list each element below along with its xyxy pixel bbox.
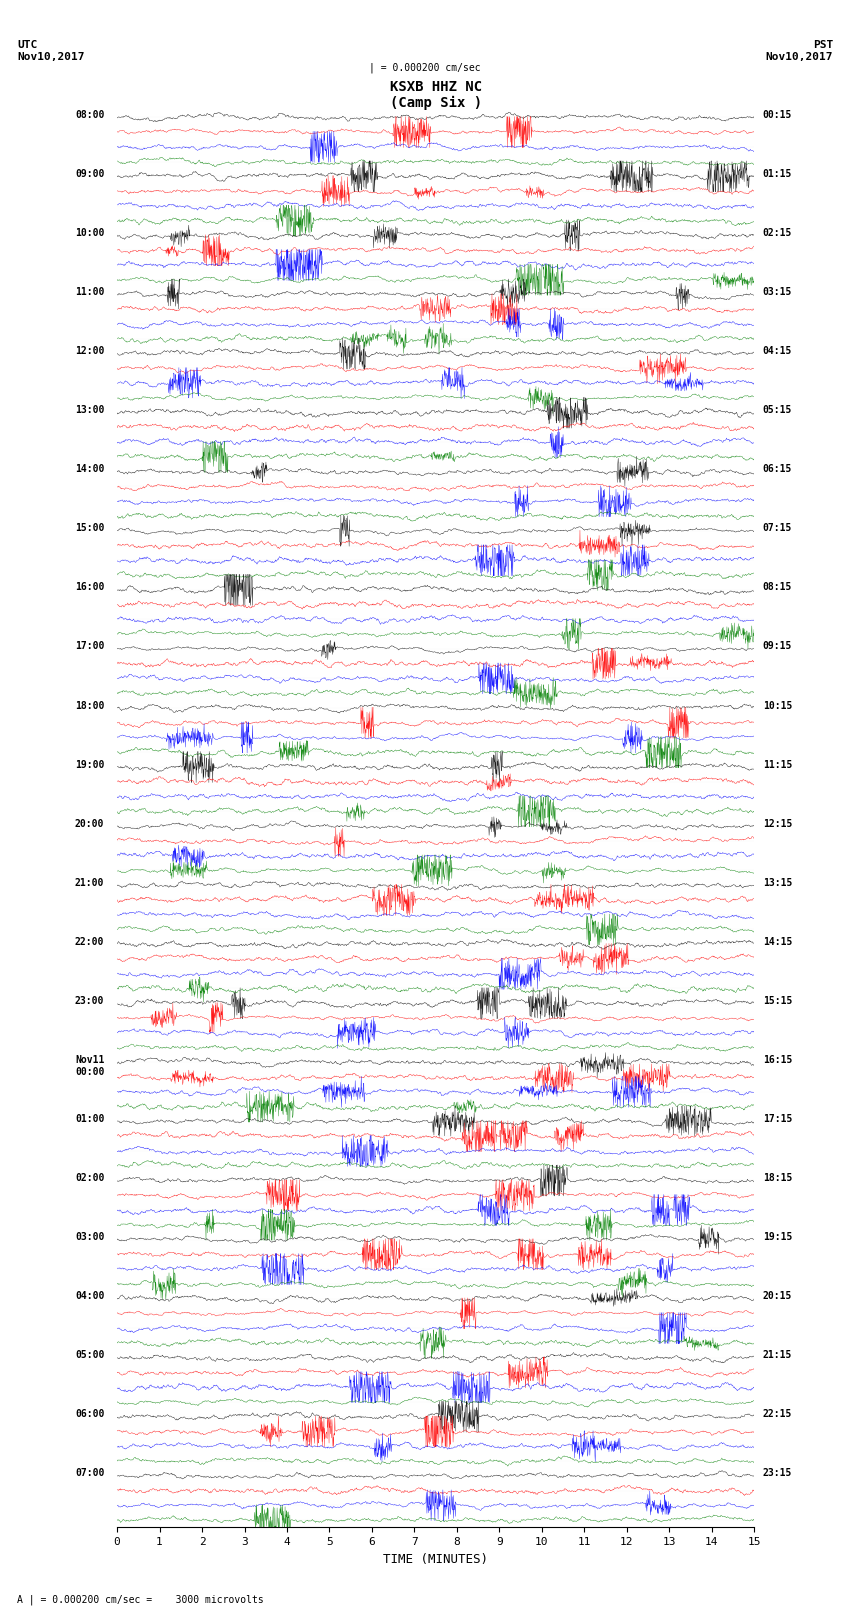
Text: 15:00: 15:00 — [75, 523, 105, 534]
Text: 03:15: 03:15 — [762, 287, 792, 297]
Text: 10:15: 10:15 — [762, 700, 792, 711]
Text: 12:15: 12:15 — [762, 819, 792, 829]
Text: 13:15: 13:15 — [762, 877, 792, 887]
Text: UTC: UTC — [17, 40, 37, 50]
Text: Nov11
00:00: Nov11 00:00 — [75, 1055, 105, 1076]
Text: 09:00: 09:00 — [75, 169, 105, 179]
Text: 04:00: 04:00 — [75, 1290, 105, 1302]
Text: 00:15: 00:15 — [762, 110, 792, 119]
Text: | = 0.000200 cm/sec: | = 0.000200 cm/sec — [369, 63, 481, 74]
Text: 18:00: 18:00 — [75, 700, 105, 711]
Text: 23:15: 23:15 — [762, 1468, 792, 1479]
Text: 13:00: 13:00 — [75, 405, 105, 415]
Text: 21:15: 21:15 — [762, 1350, 792, 1360]
Text: 10:00: 10:00 — [75, 227, 105, 239]
Text: 03:00: 03:00 — [75, 1232, 105, 1242]
Text: 08:15: 08:15 — [762, 582, 792, 592]
Text: 05:15: 05:15 — [762, 405, 792, 415]
Text: 02:00: 02:00 — [75, 1173, 105, 1182]
Text: 22:15: 22:15 — [762, 1410, 792, 1419]
Text: 20:00: 20:00 — [75, 819, 105, 829]
Text: 04:15: 04:15 — [762, 347, 792, 356]
Text: 22:00: 22:00 — [75, 937, 105, 947]
Text: 05:00: 05:00 — [75, 1350, 105, 1360]
Text: 17:00: 17:00 — [75, 642, 105, 652]
Text: 21:00: 21:00 — [75, 877, 105, 887]
Text: 20:15: 20:15 — [762, 1290, 792, 1302]
Text: 07:00: 07:00 — [75, 1468, 105, 1479]
Text: 02:15: 02:15 — [762, 227, 792, 239]
Text: 11:15: 11:15 — [762, 760, 792, 769]
Text: 17:15: 17:15 — [762, 1115, 792, 1124]
Text: 06:00: 06:00 — [75, 1410, 105, 1419]
Text: 07:15: 07:15 — [762, 523, 792, 534]
Text: 14:00: 14:00 — [75, 465, 105, 474]
Text: 19:00: 19:00 — [75, 760, 105, 769]
Text: A | = 0.000200 cm/sec =    3000 microvolts: A | = 0.000200 cm/sec = 3000 microvolts — [17, 1594, 264, 1605]
Text: 08:00: 08:00 — [75, 110, 105, 119]
Text: Nov10,2017: Nov10,2017 — [17, 52, 84, 61]
Text: Nov10,2017: Nov10,2017 — [766, 52, 833, 61]
Text: 15:15: 15:15 — [762, 995, 792, 1007]
Text: 23:00: 23:00 — [75, 995, 105, 1007]
Text: 06:15: 06:15 — [762, 465, 792, 474]
Text: 19:15: 19:15 — [762, 1232, 792, 1242]
Text: 11:00: 11:00 — [75, 287, 105, 297]
Text: 01:15: 01:15 — [762, 169, 792, 179]
Text: 16:15: 16:15 — [762, 1055, 792, 1065]
Text: PST: PST — [813, 40, 833, 50]
Text: 16:00: 16:00 — [75, 582, 105, 592]
Text: 14:15: 14:15 — [762, 937, 792, 947]
Text: 18:15: 18:15 — [762, 1173, 792, 1182]
X-axis label: TIME (MINUTES): TIME (MINUTES) — [383, 1553, 488, 1566]
Text: 12:00: 12:00 — [75, 347, 105, 356]
Title: KSXB HHZ NC
(Camp Six ): KSXB HHZ NC (Camp Six ) — [389, 79, 482, 110]
Text: 01:00: 01:00 — [75, 1115, 105, 1124]
Text: 09:15: 09:15 — [762, 642, 792, 652]
